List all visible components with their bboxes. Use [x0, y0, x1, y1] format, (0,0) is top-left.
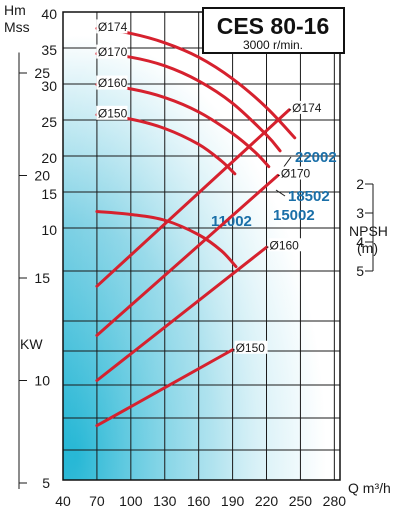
- power-label-bg-0: [291, 100, 325, 114]
- x-tick-label-6: 220: [255, 493, 279, 509]
- power-tick-label-3: 20: [34, 168, 50, 184]
- head-axis-label-hm: Hm: [4, 2, 26, 18]
- power-dia-label-0: Ø174: [292, 101, 322, 115]
- x-tick-label-7: 250: [289, 493, 313, 509]
- head-tick-label-5: 35: [41, 42, 57, 58]
- power-curve-2: [95, 245, 269, 382]
- power-dia-label-3: Ø150: [236, 341, 266, 355]
- head-tick-label-1: 15: [41, 186, 57, 202]
- power-tick-label-0: 5: [42, 475, 50, 491]
- npsh-axis-unit: (m): [357, 240, 378, 256]
- chart-subtitle: 3000 r/min.: [243, 38, 303, 52]
- npsh-tick-label-2: 4: [356, 234, 364, 250]
- head-label-bg-3: [96, 105, 128, 120]
- head-dia-label-0: Ø174: [98, 20, 128, 34]
- model-leader-0: [282, 156, 292, 169]
- npsh-tick-label-0: 2: [356, 176, 364, 192]
- x-tick-label-8: 280: [323, 493, 347, 509]
- chart-title: CES 80-16: [217, 13, 330, 39]
- curves: Ø174Ø170Ø160Ø15022002185021500211002Ø174…: [95, 19, 337, 428]
- axes: 40 70 100 130 160 190 220 250 280101520253035402…: [18, 6, 374, 509]
- power-label-bg-1: [279, 166, 313, 180]
- power-tick-label-2: 15: [34, 270, 50, 286]
- x-tick-label-2: 100: [119, 493, 143, 509]
- power-curve-3: [95, 348, 235, 428]
- head-curve-0: [95, 26, 297, 140]
- power-label-bg-2: [268, 238, 302, 252]
- x-tick-label-1: 70: [89, 493, 105, 509]
- head-curve-2: [95, 83, 271, 169]
- head-label-bg-1: [96, 44, 128, 59]
- title-box: CES 80-16 3000 r/min.: [202, 7, 345, 54]
- npsh-axis-label: NPSH: [349, 223, 388, 239]
- head-dia-label-3: Ø150: [98, 106, 128, 120]
- head-tick-label-6: 40: [41, 6, 57, 22]
- npsh-tick-label-1: 3: [356, 205, 364, 221]
- power-tick-label-1: 10: [34, 373, 50, 389]
- power-label-bg-3: [234, 340, 268, 354]
- x-axis-label: Q m³/h: [348, 480, 391, 496]
- power-dia-label-2: Ø160: [270, 238, 300, 252]
- model-label-2: 15002: [273, 207, 315, 224]
- model-label-1: 18502: [288, 188, 330, 205]
- head-curve-3: [95, 113, 237, 176]
- head-label-bg-0: [96, 19, 128, 34]
- head-dia-label-2: Ø160: [98, 76, 128, 90]
- power-curve-1: [95, 174, 280, 337]
- head-label-bg-2: [96, 75, 128, 90]
- npsh-curve: [95, 210, 238, 269]
- power-axis-label: KW: [20, 336, 43, 352]
- x-tick-label-0: 40: [55, 493, 71, 509]
- power-tick-label-4: 25: [34, 65, 50, 81]
- head-curve-1: [95, 52, 282, 153]
- x-tick-label-5: 190: [221, 493, 245, 509]
- model-leader-1: [275, 189, 286, 197]
- power-curve-0: [95, 108, 291, 288]
- power-dia-label-1: Ø170: [281, 167, 311, 181]
- plot-frame: [62, 11, 341, 481]
- head-tick-label-0: 10: [41, 222, 57, 238]
- x-tick-label-3: 130: [153, 493, 177, 509]
- head-dia-label-1: Ø170: [98, 45, 128, 59]
- x-tick-label-4: 160: [187, 493, 211, 509]
- head-tick-label-2: 20: [41, 150, 57, 166]
- head-tick-label-3: 25: [41, 114, 57, 130]
- model-label-0: 22002: [295, 149, 337, 166]
- head-tick-label-4: 30: [41, 78, 57, 94]
- head-axis-label-mss: Mss: [4, 19, 30, 35]
- npsh-tick-label-3: 5: [356, 263, 364, 279]
